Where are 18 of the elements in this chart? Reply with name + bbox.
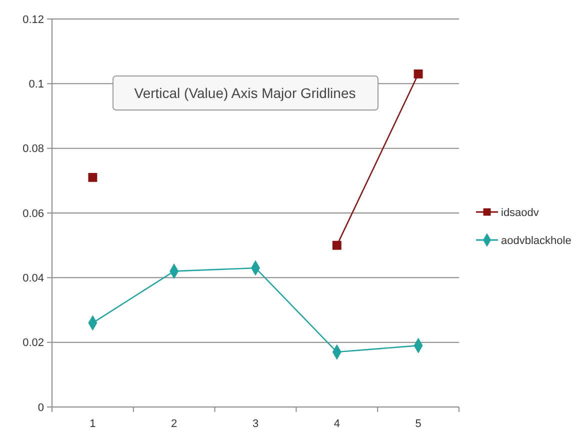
x-tick-label: 3: [252, 418, 259, 430]
point: [88, 172, 98, 182]
x-tick-label: 2: [171, 418, 178, 430]
point: [332, 240, 342, 250]
point: [414, 69, 423, 78]
y-tick-label: 0.06: [22, 208, 44, 220]
y-tick-label: 0.1: [28, 78, 44, 91]
annotation: Vertical (Value) Axis Major Gridlines: [134, 84, 356, 101]
y-tick-label: 0.12: [22, 14, 44, 26]
x-tick-label: 1: [90, 418, 96, 430]
y-tick-label: 0.04: [22, 272, 44, 285]
x-tick-label: 4: [334, 418, 340, 430]
x-tick-label: 5: [415, 418, 422, 430]
legend-label: idsaodv: [501, 206, 540, 219]
legend-label: aodvblackhole: [501, 234, 572, 247]
y-tick-label: 0: [38, 402, 44, 414]
y-tick-label: 0.02: [22, 337, 44, 350]
y-tick-label: 0.08: [22, 143, 44, 156]
